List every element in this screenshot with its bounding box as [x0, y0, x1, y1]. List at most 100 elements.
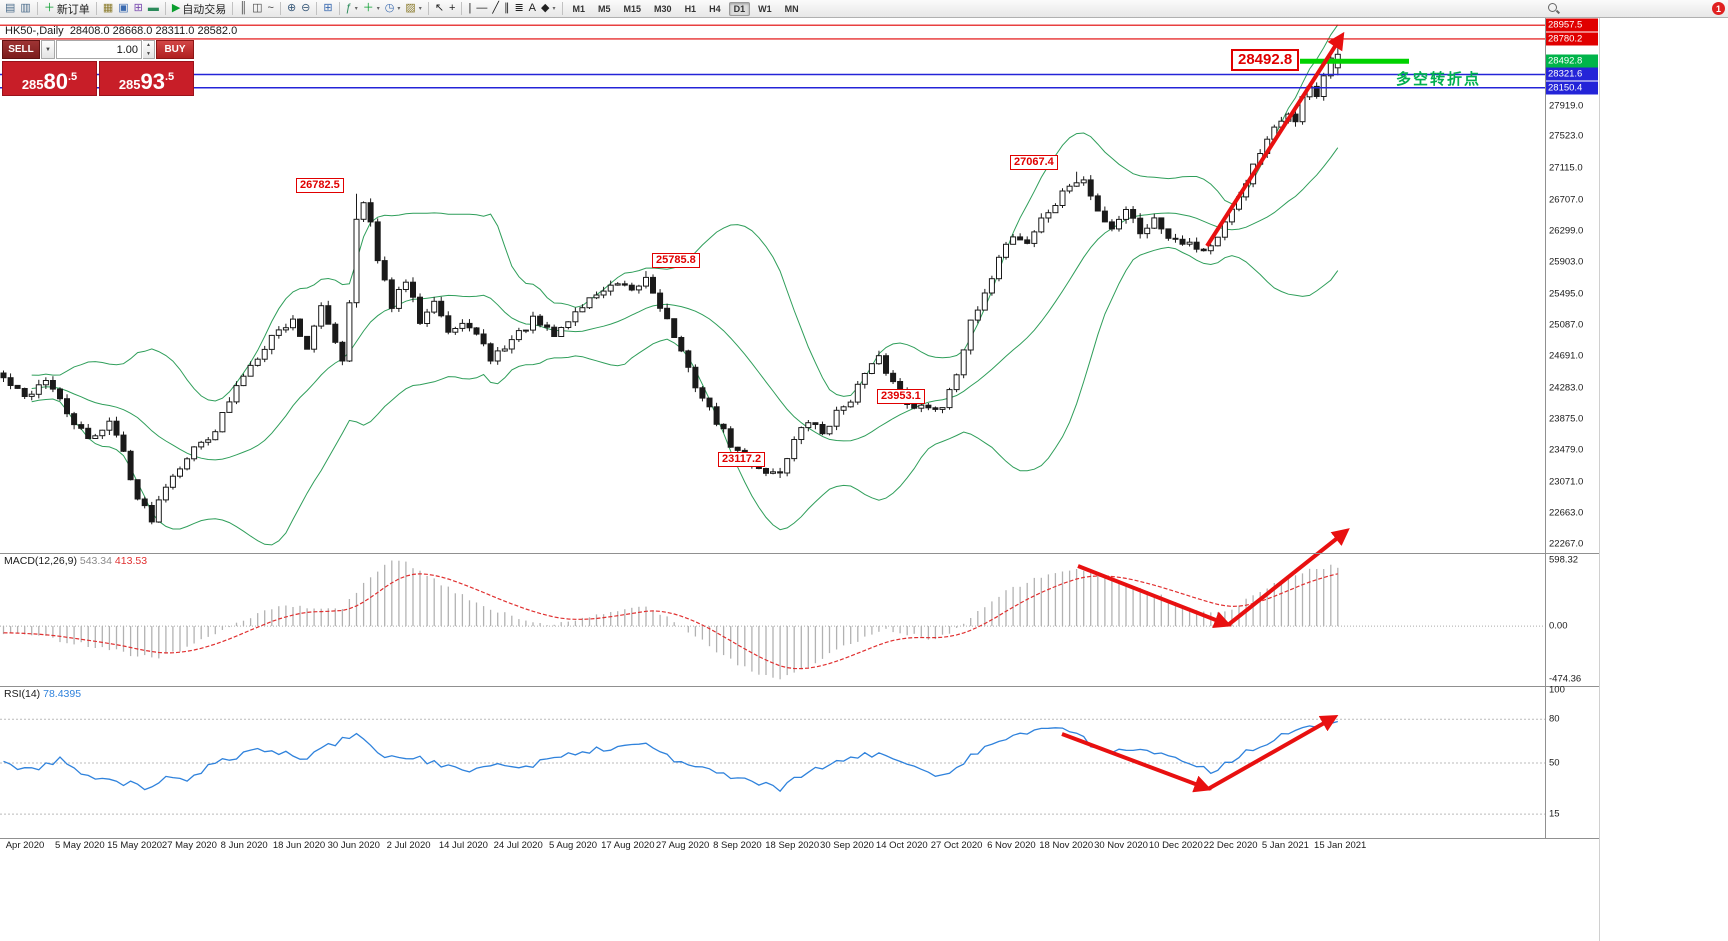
symbol-period: HK50-,Daily: [5, 25, 64, 37]
indicators-icon[interactable]: ƒ ▾: [344, 1, 360, 17]
chart-window-icon[interactable]: ▤: [3, 1, 17, 17]
time-axis-label: 30 Sep 2020: [820, 840, 874, 851]
bar-chart-icon[interactable]: ║: [237, 1, 249, 17]
price-level-tag-red: 28957.5: [1546, 18, 1598, 32]
price-scale-tick: 23875.0: [1549, 413, 1584, 425]
time-axis-label: 5 May 2020: [54, 840, 105, 851]
volume-stepper[interactable]: ▲ ▼: [143, 40, 155, 59]
search-icon[interactable]: [1547, 2, 1560, 15]
candlestick-icon[interactable]: ◫: [250, 1, 264, 17]
trend-arrow[interactable]: [1205, 31, 1345, 248]
time-axis-label: 15 May 2020: [107, 840, 163, 851]
text-icon[interactable]: A: [527, 1, 538, 17]
buy-price-pre: 285: [118, 77, 141, 92]
macd-pane[interactable]: [0, 560, 1545, 680]
drawn-objects[interactable]: [0, 24, 1545, 793]
hline-icon[interactable]: —: [474, 1, 489, 17]
ohlc-values: 28408.0 28668.0 28311.0 28582.0: [69, 25, 238, 37]
arrows-icon[interactable]: ◆ ▾: [539, 1, 557, 17]
new-order-button[interactable]: ＋新订单: [42, 1, 92, 17]
volume-input[interactable]: [56, 40, 142, 59]
data-window-icon-glyph: ▣: [118, 2, 129, 14]
period-icon[interactable]: ◷ ▾: [383, 1, 403, 17]
price-annotation[interactable]: 28492.8: [1231, 49, 1300, 71]
turning-point-label[interactable]: 多空转折点: [1396, 71, 1482, 88]
templates-icon-glyph: ▨: [405, 2, 416, 14]
rsi-scale-tick: 80: [1549, 713, 1560, 725]
tile-windows-icon-glyph: ⊞: [323, 2, 333, 14]
toolbar-separator: [338, 2, 340, 15]
time-axis-label: 18 Sep 2020: [765, 840, 820, 851]
hline-icon-glyph: —: [476, 2, 488, 14]
time-axis-label: 8 Sep 2020: [713, 840, 762, 851]
toolbar-separator: [95, 2, 97, 15]
trend-arrow[interactable]: [1226, 528, 1350, 627]
vline-icon[interactable]: |: [466, 1, 473, 17]
chart-profile-icon[interactable]: ▥: [18, 1, 32, 17]
chevron-down-icon: ▾: [552, 6, 556, 12]
fibonacci-icon-glyph: ≣: [514, 2, 524, 14]
timeframe-button-h4[interactable]: H4: [709, 3, 721, 14]
zoom-out-icon-glyph: ⊖: [301, 2, 311, 14]
zoom-in-icon[interactable]: ⊕: [285, 1, 298, 17]
timeframe-button-m1[interactable]: M1: [572, 3, 586, 14]
timeframe-button-mn[interactable]: MN: [784, 3, 799, 14]
price-scale-tick: 22267.0: [1549, 538, 1584, 550]
price-scale-tick: 27919.0: [1549, 100, 1584, 112]
trend-arrow[interactable]: [1077, 564, 1232, 629]
price-annotation[interactable]: 27067.4: [1010, 155, 1058, 170]
time-axis-label: 18 Nov 2020: [1039, 840, 1094, 851]
trend-arrow[interactable]: [1061, 732, 1212, 793]
timeframe-button-h1[interactable]: H1: [684, 3, 697, 14]
buy-price[interactable]: 285 93.5: [99, 61, 194, 96]
fibonacci-icon[interactable]: ≣: [512, 1, 525, 17]
main-price-pane[interactable]: [0, 24, 1341, 546]
chevron-down-icon: ▼: [45, 46, 51, 53]
timeframe-button-d1[interactable]: D1: [728, 1, 751, 16]
rsi-pane[interactable]: [0, 718, 1545, 815]
cursor-icon[interactable]: ↖: [433, 1, 446, 17]
navigator-icon[interactable]: ⊞: [132, 1, 145, 17]
trend-arrow[interactable]: [1207, 714, 1339, 791]
cursor-icon-glyph: ↖: [434, 2, 445, 14]
channel-icon[interactable]: ∥: [502, 1, 512, 17]
price-annotation[interactable]: 23117.2: [718, 452, 766, 467]
rsi-indicator-label: RSI(14) 78.4395: [4, 688, 81, 700]
zoom-out-icon[interactable]: ⊖: [299, 1, 312, 17]
timeframe-button-m15[interactable]: M15: [623, 3, 642, 14]
market-watch-icon[interactable]: ▦: [101, 1, 115, 17]
terminal-icon[interactable]: ▬: [146, 1, 161, 17]
chevron-down-icon: ▾: [354, 6, 358, 12]
tile-windows-icon[interactable]: ⊞: [321, 1, 334, 17]
autotrade-button[interactable]: ▶ 自动交易: [170, 1, 228, 17]
timeframe-button-w1[interactable]: W1: [758, 3, 772, 14]
sell-button[interactable]: SELL: [2, 40, 40, 59]
time-axis-label: 5 Jan 2021: [1261, 840, 1309, 851]
notification-badge[interactable]: 1: [1712, 2, 1725, 15]
volume-dropdown[interactable]: ▼: [41, 40, 55, 59]
templates-icon[interactable]: ▨ ▾: [403, 1, 423, 17]
rsi-scale-tick: 100: [1549, 684, 1565, 696]
time-axis-label: 22 Dec 2020: [1203, 840, 1258, 851]
sell-price[interactable]: 285 80.5: [2, 61, 97, 96]
timeframe-button-m5[interactable]: M5: [598, 3, 611, 14]
chart-window[interactable]: HK50-,Daily 28408.0 28668.0 28311.0 2858…: [0, 18, 1600, 941]
price-annotation[interactable]: 25785.8: [652, 253, 700, 268]
time-axis-label: 27 Oct 2020: [930, 840, 983, 851]
time-axis-label: 14 Oct 2020: [875, 840, 928, 851]
trendline-icon[interactable]: ╱: [490, 1, 501, 17]
price-annotation[interactable]: 26782.5: [296, 178, 344, 193]
data-window-icon[interactable]: ▣: [116, 1, 130, 17]
line-chart-icon[interactable]: ~: [266, 1, 276, 17]
chart-canvas[interactable]: [0, 18, 1600, 941]
timeframe-button-m30[interactable]: M30: [654, 3, 672, 14]
toolbar-separator: [561, 2, 563, 15]
add-indicator-icon[interactable]: ＋ ▾: [361, 1, 382, 17]
crosshair-icon[interactable]: +: [447, 1, 457, 17]
time-axis-label: 30 Jun 2020: [327, 840, 380, 851]
bar-chart-icon-glyph: ║: [239, 2, 248, 14]
time-axis-label: 8 Jun 2020: [220, 840, 268, 851]
buy-button[interactable]: BUY: [156, 40, 194, 59]
price-annotation[interactable]: 23953.1: [877, 389, 925, 404]
